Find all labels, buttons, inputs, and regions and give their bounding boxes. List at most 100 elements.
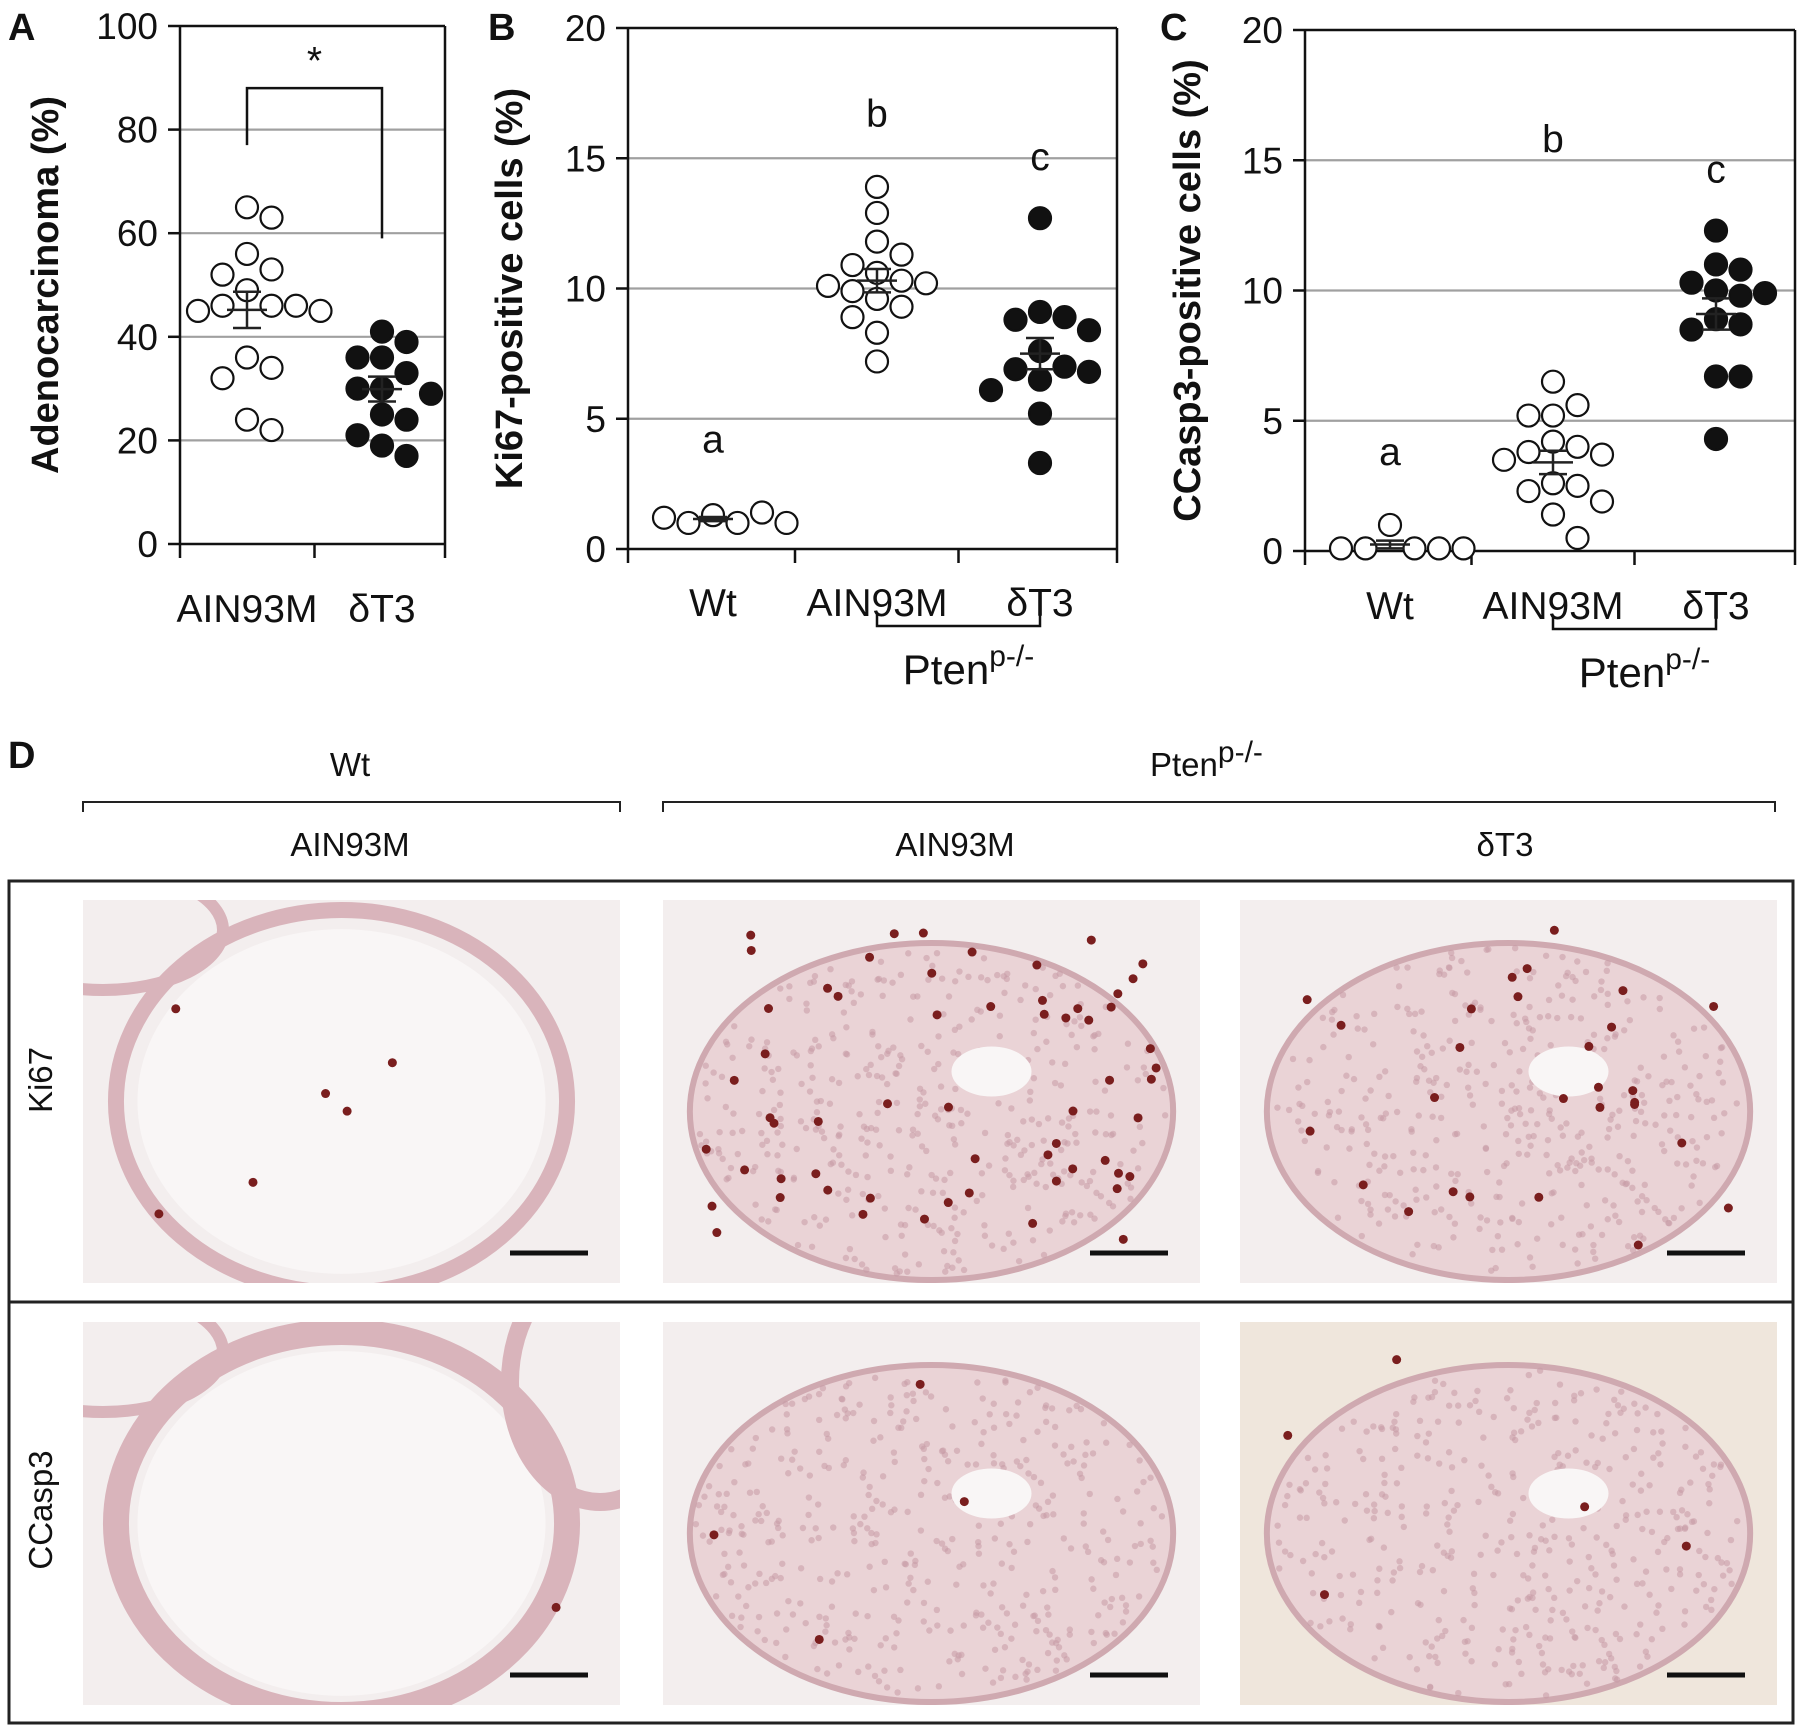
- data-point-a-1-10: [345, 423, 370, 448]
- data-point-b-1-4: [840, 252, 865, 278]
- panel-a-chart: 0 20 40 60 80 100 A Adenocarcinoma (%) AIN93M δT3…: [8, 6, 447, 631]
- row-label-ccasp3: CCasp3: [22, 1450, 59, 1569]
- micrograph-ki67-2: [663, 900, 1200, 1283]
- data-point-a-1-2: [369, 345, 395, 370]
- data-point-c-2-0: [1703, 218, 1729, 243]
- category-label-b-0: Wt: [689, 582, 737, 625]
- micrograph-ki67-3: [1240, 900, 1777, 1283]
- tumor-region-ccasp3-3: [1263, 1362, 1754, 1705]
- y-tick-label-a-80: 80: [117, 110, 158, 151]
- category-label-c-0: Wt: [1366, 585, 1414, 628]
- y-tick-label-a-40: 40: [117, 317, 158, 358]
- data-point-a-0-10: [308, 298, 333, 323]
- data-point-c-2-11: [1728, 364, 1753, 389]
- data-point-a-1-3: [345, 345, 370, 370]
- y-axis-label-c: CCasp3-positive cells (%): [1167, 59, 1209, 521]
- data-point-b-2-4: [1076, 318, 1102, 343]
- data-point-c-1-3: [1516, 403, 1541, 428]
- data-point-b-2-0: [1027, 206, 1053, 231]
- category-label-a-0: AIN93M: [177, 588, 318, 631]
- group-bracket-b: [875, 614, 1042, 628]
- y-tick-label-c-15: 15: [1242, 140, 1283, 181]
- y-axis-label-b: Ki67-positive cells (%): [489, 88, 531, 489]
- sig-letter-c-1: b: [1542, 118, 1564, 161]
- panel-d-letter: D: [8, 735, 35, 777]
- data-point-c-0-5: [1451, 536, 1476, 561]
- data-point-b-0-5: [774, 510, 799, 536]
- data-point-c-2-3: [1679, 270, 1704, 295]
- y-tick-label-b-10: 10: [565, 269, 606, 310]
- data-point-b-2-9: [1027, 367, 1053, 392]
- data-point-c-1-7: [1589, 442, 1615, 467]
- adjacent-gland-ki67-1: [83, 900, 229, 996]
- data-point-a-0-2: [234, 241, 260, 267]
- y-tick-label-b-15: 15: [565, 138, 606, 179]
- data-point-c-1-12: [1589, 489, 1615, 514]
- column-label-1: AIN93M: [290, 826, 409, 863]
- y-axis-label-a: Adenocarcinoma (%): [25, 96, 67, 474]
- y-tick-label-a-0: 0: [137, 524, 158, 565]
- data-point-c-1-4: [1540, 429, 1566, 454]
- data-point-b-0-2: [676, 510, 701, 536]
- micrograph-ccasp3-3: [1240, 1322, 1777, 1705]
- data-point-a-0-9: [185, 298, 211, 323]
- tumor-region-ccasp3-2: [686, 1362, 1177, 1705]
- y-tick-label-b-20: 20: [565, 8, 606, 49]
- data-point-b-1-7: [913, 271, 939, 296]
- group-bracket-pten: [662, 801, 1776, 812]
- group-bracket-c: [1551, 617, 1718, 631]
- y-tick-label-a-60: 60: [117, 213, 158, 254]
- data-point-a-0-0: [234, 195, 260, 220]
- group-label-wt: Wt: [330, 746, 370, 783]
- data-point-c-0-2: [1353, 536, 1378, 561]
- data-point-a-0-6: [259, 293, 284, 318]
- row-label-ki67: Ki67: [22, 1047, 59, 1113]
- data-point-c-1-6: [1516, 439, 1541, 465]
- data-point-b-2-10: [978, 377, 1004, 403]
- data-point-c-0-0: [1377, 512, 1403, 538]
- data-point-b-1-11: [889, 294, 914, 319]
- panel-b-letter: B: [488, 7, 515, 49]
- data-point-c-2-2: [1728, 257, 1753, 282]
- data-point-c-2-1: [1703, 252, 1729, 277]
- data-point-c-1-0: [1540, 369, 1566, 394]
- column-label-3: δT3: [1477, 826, 1534, 863]
- data-point-b-2-11: [1027, 401, 1053, 426]
- data-point-c-2-12: [1703, 426, 1729, 452]
- data-point-b-2-12: [1027, 450, 1053, 476]
- y-tick-label-b-5: 5: [585, 399, 606, 440]
- y-tick-label-c-10: 10: [1242, 271, 1283, 312]
- data-point-b-0-3: [749, 500, 775, 525]
- micrograph-ccasp3-1: [83, 1322, 620, 1705]
- data-point-a-1-11: [369, 433, 395, 458]
- adjacent-gland-ccasp3-1: [83, 1322, 229, 1418]
- panel-c-letter: C: [1160, 7, 1187, 49]
- data-point-b-2-6: [1052, 354, 1077, 379]
- sig-letter-c-2: c: [1706, 149, 1726, 192]
- y-tick-label-a-100: 100: [96, 6, 158, 47]
- data-point-b-1-8: [815, 273, 841, 298]
- gland-lumen-ki67-1: [137, 929, 546, 1274]
- data-point-c-1-1: [1565, 393, 1590, 418]
- data-point-c-2-9: [1679, 317, 1704, 342]
- significance-star-a: *: [307, 40, 322, 83]
- data-point-a-0-7: [210, 293, 235, 318]
- data-point-c-1-10: [1565, 473, 1590, 498]
- data-point-c-1-9: [1540, 471, 1566, 496]
- data-point-b-2-2: [1052, 305, 1077, 330]
- data-point-a-1-9: [394, 407, 419, 432]
- y-tick-label-b-0: 0: [585, 529, 606, 570]
- data-point-a-0-4: [210, 262, 235, 287]
- data-point-b-0-0: [700, 503, 726, 528]
- data-point-b-0-1: [725, 510, 750, 536]
- data-point-a-0-8: [283, 293, 309, 318]
- group-label-pten: Ptenp-/-: [1150, 736, 1263, 783]
- data-point-b-0-4: [651, 505, 677, 530]
- group-label-b: Ptenp-/-: [903, 640, 1034, 693]
- data-point-b-2-3: [1003, 307, 1028, 332]
- data-point-c-1-13: [1540, 502, 1566, 527]
- micrograph-ccasp3-2: [663, 1322, 1200, 1705]
